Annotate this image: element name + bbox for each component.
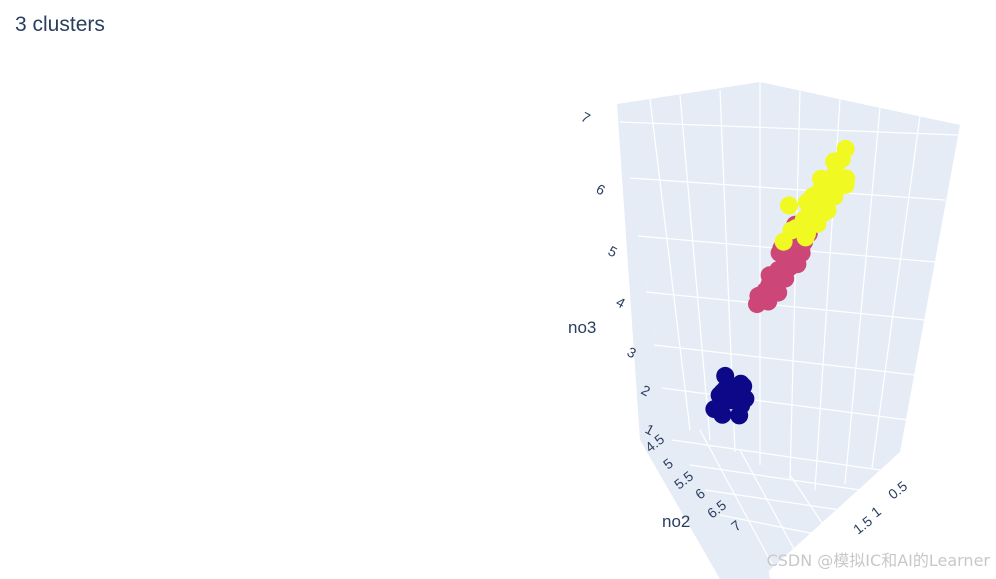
x-tick-label: 0.5 xyxy=(885,478,910,503)
z-tick-label: 5 xyxy=(606,243,621,261)
data-point[interactable] xyxy=(786,219,805,238)
back-wall xyxy=(617,82,960,496)
z-tick-label: 7 xyxy=(579,109,594,127)
data-point[interactable] xyxy=(734,377,753,396)
data-point[interactable] xyxy=(780,196,798,215)
data-point[interactable] xyxy=(720,388,738,407)
x-tick-label: 1.5 xyxy=(850,513,875,538)
x-tick-label: 1 xyxy=(868,503,884,521)
data-point[interactable] xyxy=(716,366,735,385)
grid-lines xyxy=(619,82,959,579)
watermark: CSDN @模拟IC和AI的Learner xyxy=(766,551,990,570)
floor-plane xyxy=(670,420,900,579)
data-point[interactable] xyxy=(814,189,833,208)
z-tick-label: 6 xyxy=(594,181,609,199)
data-points[interactable] xyxy=(705,139,856,425)
data-point[interactable] xyxy=(825,152,844,171)
data-point[interactable] xyxy=(713,405,732,424)
data-point[interactable] xyxy=(836,139,855,158)
left-wall xyxy=(617,104,770,579)
y-axis-title: no2 xyxy=(662,512,690,531)
chart-title: 3 clusters xyxy=(15,13,105,36)
data-point[interactable] xyxy=(836,175,855,194)
z-tick-label: 4 xyxy=(614,294,629,312)
data-point[interactable] xyxy=(767,264,786,283)
z-axis-title: no3 xyxy=(568,318,596,337)
